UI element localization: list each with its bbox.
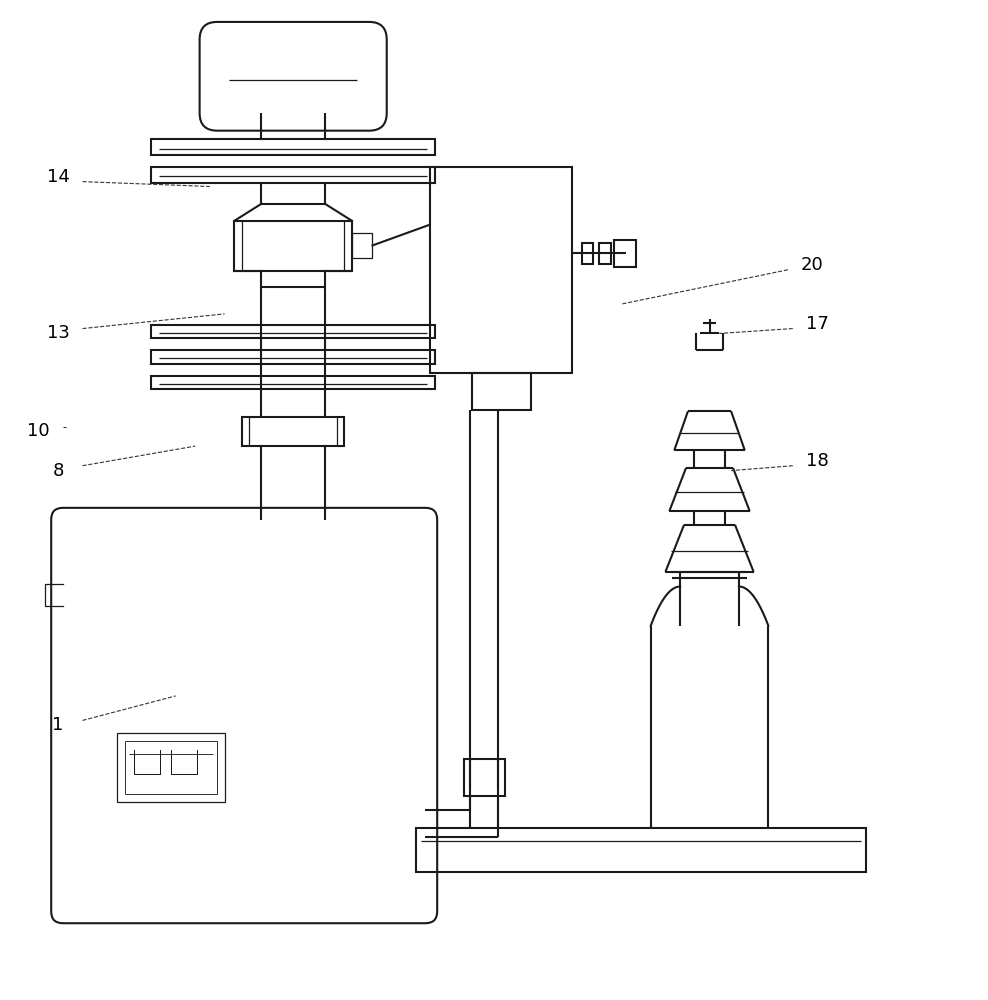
Bar — [416, 828, 866, 872]
Bar — [352, 233, 371, 258]
Bar — [151, 325, 436, 338]
Bar — [124, 741, 216, 794]
Bar — [599, 243, 611, 264]
Bar — [151, 376, 436, 389]
Bar — [463, 759, 505, 796]
Text: 10: 10 — [27, 422, 49, 440]
Text: 17: 17 — [806, 315, 829, 333]
Text: 1: 1 — [52, 716, 64, 734]
Text: 8: 8 — [52, 462, 64, 480]
Bar — [431, 167, 572, 373]
Bar — [615, 240, 636, 267]
Bar — [234, 221, 352, 271]
Text: 18: 18 — [806, 452, 829, 470]
Bar — [471, 373, 532, 410]
Bar — [242, 417, 344, 446]
Bar — [582, 243, 594, 264]
Bar — [151, 167, 436, 183]
Bar — [151, 139, 436, 155]
Text: 14: 14 — [46, 168, 69, 186]
Bar — [117, 733, 224, 802]
Text: 13: 13 — [46, 324, 69, 342]
Bar — [151, 350, 436, 364]
Text: 20: 20 — [801, 256, 824, 274]
